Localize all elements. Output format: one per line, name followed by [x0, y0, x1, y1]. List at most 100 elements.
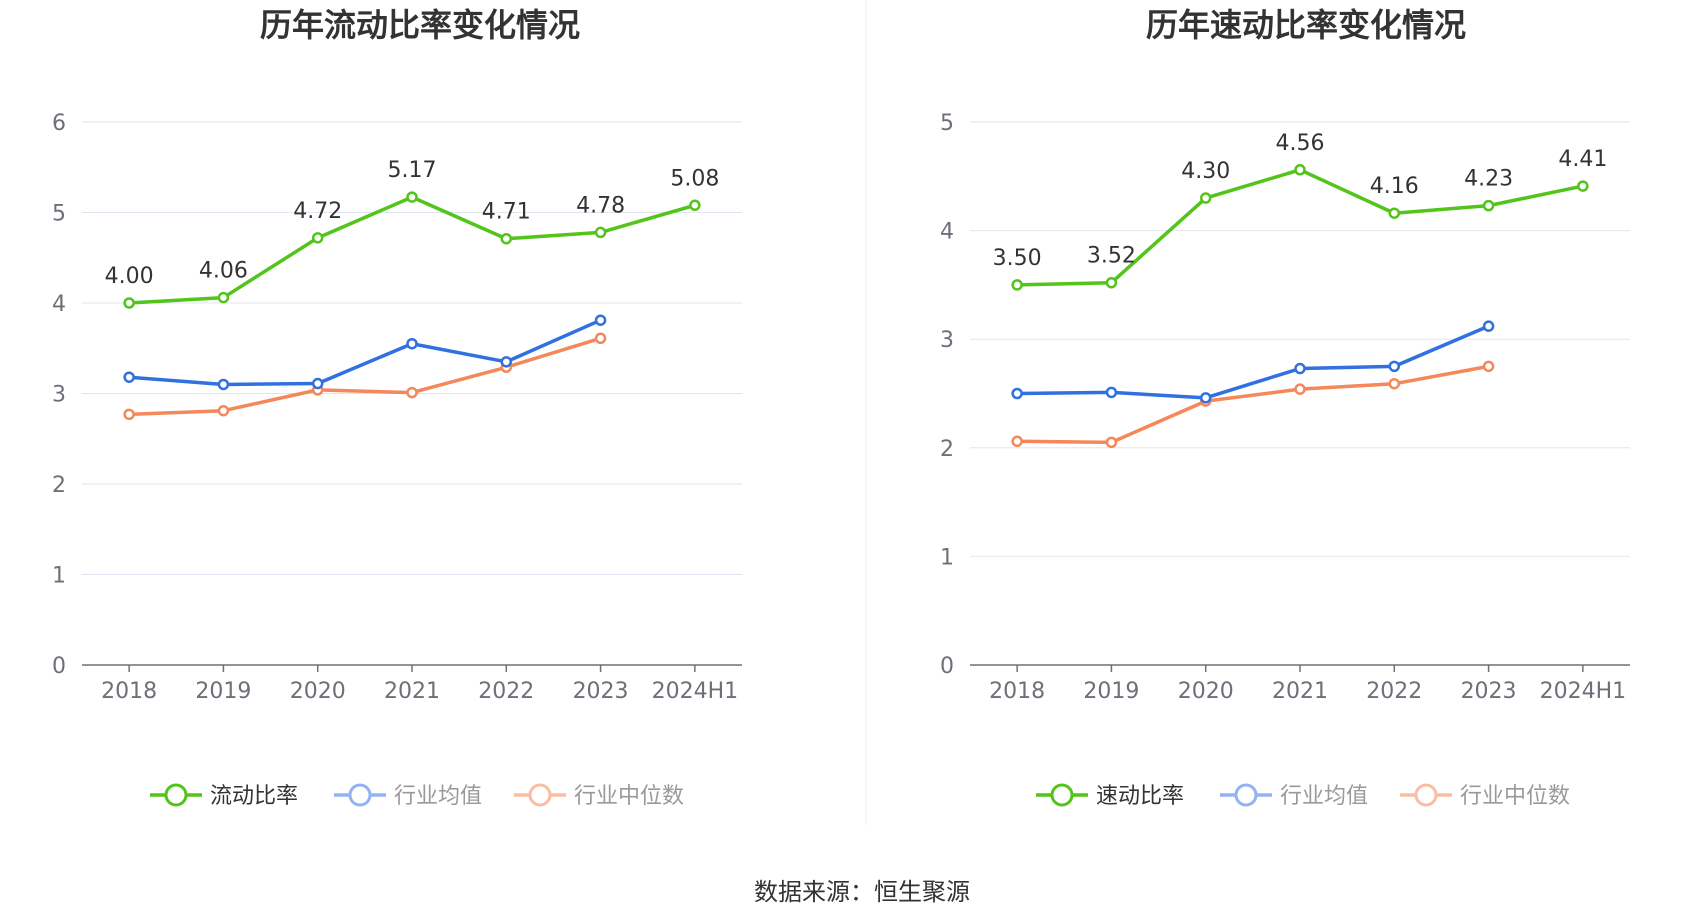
data-label: 4.30	[1181, 159, 1230, 184]
legend-label: 流动比率	[210, 784, 298, 809]
y-tick-label: 0	[940, 654, 954, 679]
data-point[interactable]	[1011, 387, 1023, 400]
legend-item[interactable]: 行业中位数	[1400, 783, 1570, 809]
y-tick-label: 5	[940, 111, 954, 136]
x-tick-label: 2021	[1272, 679, 1328, 704]
data-point[interactable]	[1577, 180, 1589, 192]
data-point[interactable]	[406, 337, 418, 350]
series-line	[129, 336, 602, 417]
data-point[interactable]	[689, 199, 701, 212]
legend-label: 速动比率	[1096, 784, 1184, 809]
data-point[interactable]	[1199, 192, 1212, 204]
data-point[interactable]	[406, 386, 418, 399]
data-label: 4.16	[1370, 174, 1419, 199]
x-tick-label: 2021	[384, 679, 440, 704]
data-label: 4.56	[1276, 131, 1325, 156]
legend-swatch-marker	[528, 783, 552, 807]
data-point[interactable]	[1388, 377, 1401, 390]
data-point[interactable]	[1388, 207, 1401, 219]
y-tick-label: 3	[940, 328, 954, 353]
data-source: 数据来源：恒生聚源	[754, 878, 970, 906]
data-point[interactable]	[594, 226, 607, 239]
x-tick-label: 2024H1	[652, 679, 739, 704]
series-line	[1017, 364, 1489, 445]
quick-ratio-series: 3.50 3.52 4.30 4.56 4.16 4.23 4.41	[993, 131, 1607, 291]
legend-label: 行业均值	[1280, 784, 1368, 809]
chart-title: 历年流动比率变化情况	[260, 6, 580, 44]
x-tick-label: 2022	[1366, 679, 1422, 704]
data-point[interactable]	[594, 314, 607, 326]
x-tick-label: 2024H1	[1540, 679, 1627, 704]
legend-swatch-marker	[1414, 783, 1438, 807]
legend-item[interactable]: 流动比率	[150, 783, 298, 809]
legend-item[interactable]: 速动比率	[1036, 783, 1184, 809]
data-point[interactable]	[217, 378, 230, 391]
data-point[interactable]	[1199, 392, 1212, 404]
y-tick-label: 2	[52, 473, 66, 498]
legend-label: 行业中位数	[1460, 784, 1570, 809]
x-tick-label: 2018	[989, 679, 1045, 704]
data-point[interactable]	[500, 232, 513, 245]
legend-item[interactable]: 行业中位数	[514, 783, 684, 809]
y-tick-label: 1	[940, 545, 954, 570]
data-point[interactable]	[1011, 435, 1023, 448]
data-label: 4.72	[293, 199, 342, 224]
data-point[interactable]	[1482, 199, 1495, 212]
data-point[interactable]	[1388, 360, 1401, 373]
y-tick-label: 4	[52, 292, 66, 317]
data-point[interactable]	[1294, 362, 1306, 375]
legend-swatch-marker	[1234, 783, 1258, 807]
legend-swatch-marker	[1050, 783, 1074, 807]
y-tick-label: 0	[52, 654, 66, 679]
data-point[interactable]	[1482, 320, 1495, 332]
data-point[interactable]	[217, 404, 230, 417]
legend-label: 行业中位数	[574, 784, 684, 809]
x-tick-label: 2019	[1083, 679, 1139, 704]
data-point[interactable]	[594, 332, 607, 345]
data-label: 5.17	[388, 158, 437, 183]
data-label: 4.00	[105, 264, 154, 289]
data-point[interactable]	[1011, 279, 1023, 291]
industry-median-series	[1011, 360, 1495, 449]
x-tick-label: 2019	[195, 679, 251, 704]
legend-swatch-marker	[164, 783, 188, 807]
y-tick-label: 3	[52, 383, 66, 408]
data-label: 3.50	[993, 246, 1042, 271]
data-point[interactable]	[123, 297, 135, 309]
data-point[interactable]	[217, 291, 230, 304]
data-point[interactable]	[1105, 276, 1118, 289]
data-point[interactable]	[1294, 164, 1306, 176]
data-point[interactable]	[1482, 360, 1495, 373]
data-label: 4.41	[1558, 147, 1607, 172]
current-ratio-chart: 历年流动比率变化情况 0 1 2 3 4 5 6 2018 2019 2020 2021 2022 202…	[52, 6, 742, 809]
data-point[interactable]	[123, 371, 135, 383]
x-tick-label: 2020	[1178, 679, 1234, 704]
series-line	[1017, 324, 1490, 400]
legend-item[interactable]: 行业均值	[1220, 783, 1368, 809]
data-label: 4.06	[199, 259, 248, 284]
data-label: 4.23	[1464, 167, 1513, 192]
data-point[interactable]	[1105, 386, 1118, 399]
data-point[interactable]	[406, 191, 418, 203]
data-label: 5.08	[670, 166, 719, 191]
data-label: 3.52	[1087, 244, 1136, 269]
legend-item[interactable]: 行业均值	[334, 783, 482, 809]
quick-ratio-chart: 历年速动比率变化情况 0 1 2 3 4 5 2018 2019 2020 2021 2022 2023…	[940, 6, 1630, 809]
data-point[interactable]	[311, 377, 324, 390]
y-tick-label: 2	[940, 437, 954, 462]
data-point[interactable]	[311, 232, 324, 244]
industry-median-series	[123, 332, 607, 421]
data-point[interactable]	[1105, 436, 1118, 449]
legend-label: 行业均值	[394, 784, 482, 809]
chart-title: 历年速动比率变化情况	[1146, 6, 1466, 44]
data-point[interactable]	[1294, 383, 1306, 395]
data-point[interactable]	[123, 408, 135, 421]
y-tick-label: 5	[52, 202, 66, 227]
y-tick-label: 6	[52, 111, 66, 136]
data-label: 4.78	[576, 193, 625, 218]
industry-average-series	[123, 314, 607, 391]
legend-swatch-marker	[348, 783, 372, 807]
data-point[interactable]	[500, 356, 513, 368]
x-tick-label: 2023	[1461, 679, 1517, 704]
